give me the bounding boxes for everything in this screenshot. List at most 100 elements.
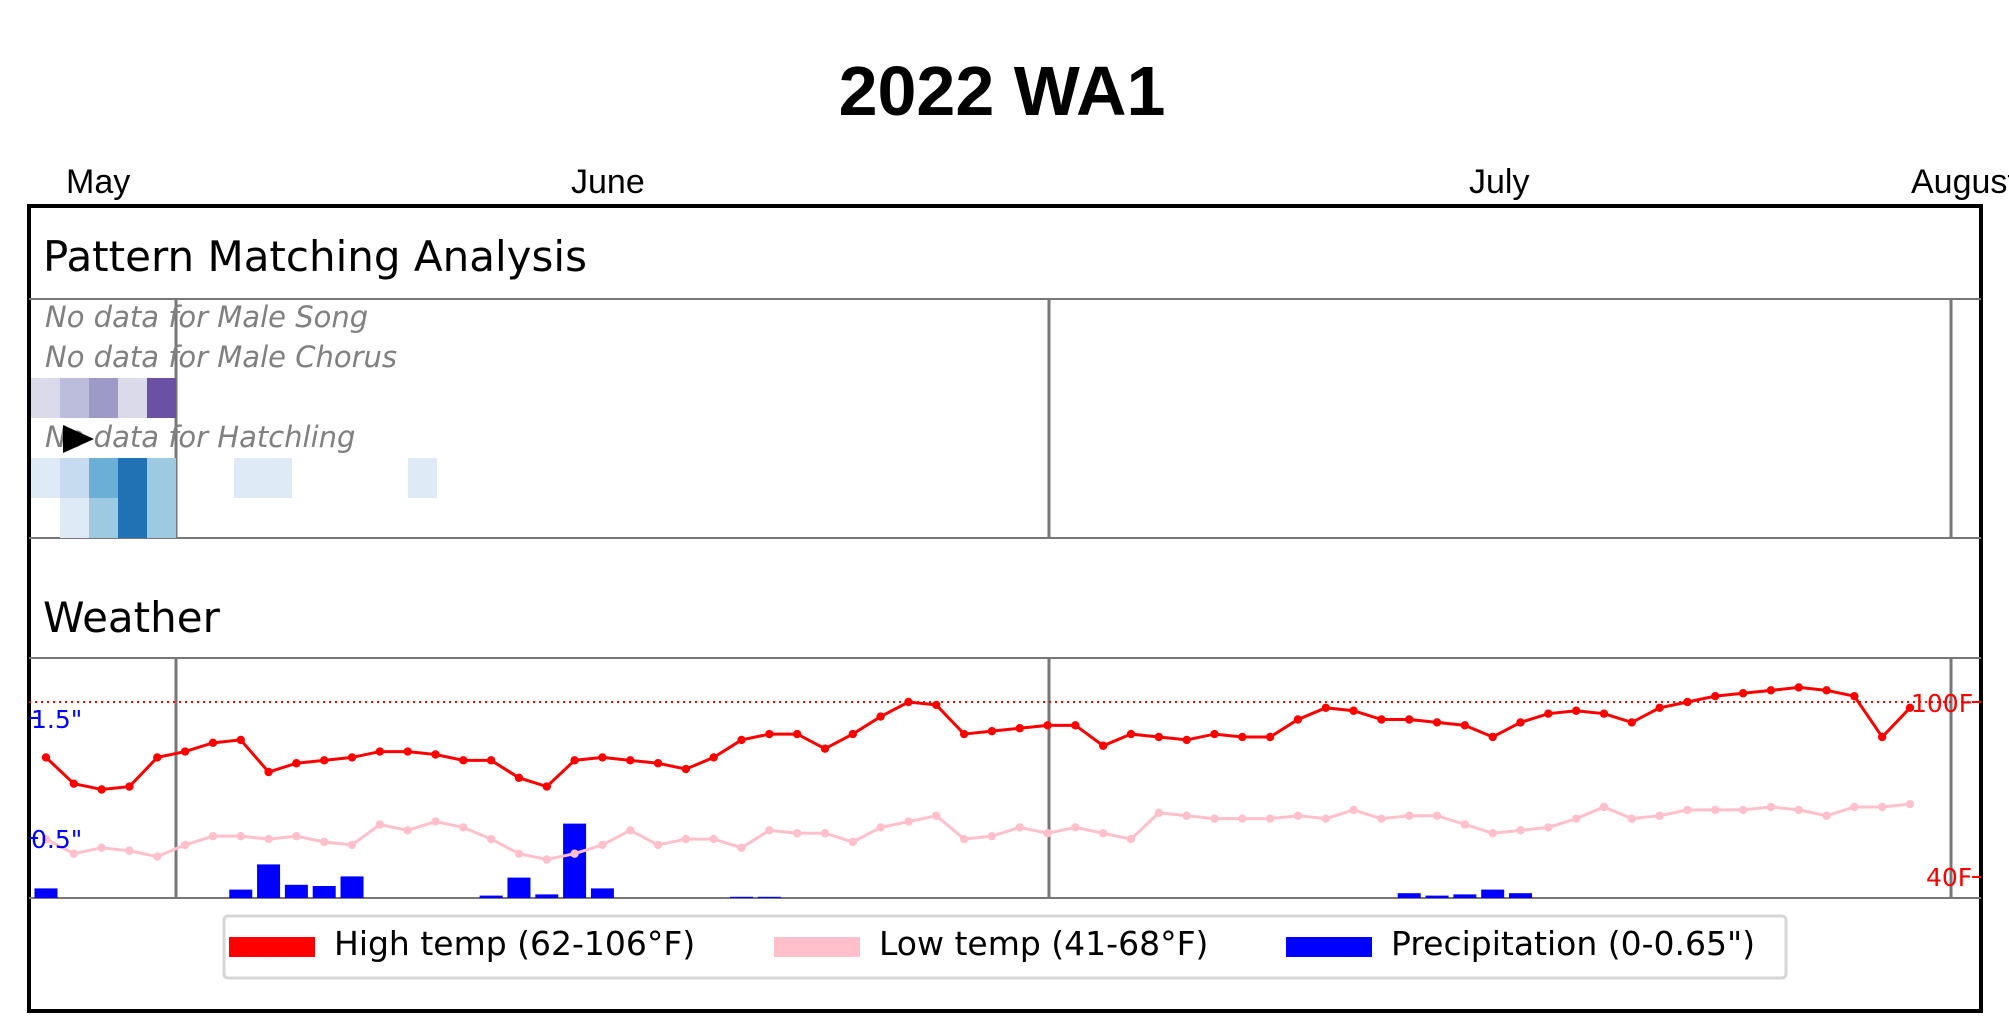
heatmap-purple-cell-4: [118, 378, 147, 418]
low-temp-41-68-f--point-19: [542, 855, 551, 864]
high-temp-62-106-f--point-32: [904, 697, 913, 707]
high-temp-62-106-f--point-5: [153, 753, 162, 762]
low-temp-41-68-f--point-6: [180, 840, 190, 850]
high-temp-62-106-f--point-26: [737, 735, 746, 745]
high-temp-62-106-f--point-46: [1293, 715, 1303, 724]
temp-axis-label-40f: 40F: [1926, 863, 1972, 892]
low-temp-41-68-f--point-23: [653, 840, 663, 850]
no-data-male-song: No data for Male Song: [45, 300, 368, 334]
precip-bar-27: [757, 896, 781, 898]
low-temp-41-68-f--point-42: [1182, 811, 1191, 820]
high-temp-62-106-f--point-53: [1488, 732, 1497, 742]
low-temp-41-68-f--point-59: [1655, 811, 1664, 820]
month-label-june: June: [571, 163, 645, 201]
low-temp-41-68-f--point-41: [1154, 808, 1164, 818]
legend-label-low-temp: Low temp (41-68°F): [879, 924, 1208, 963]
high-temp-62-106-f--point-38: [1071, 721, 1080, 730]
heatmap-layer: [31, 378, 437, 538]
low-temp-41-68-f--point-58: [1627, 814, 1636, 823]
low-temp-41-68-f--point-21: [598, 840, 607, 850]
play-icon[interactable]: [63, 425, 94, 453]
high-temp-62-106-f--point-64: [1794, 683, 1803, 692]
high-temp-62-106-f--point-22: [626, 756, 635, 765]
heatmap-blue-row-2-cell-14: [408, 458, 437, 498]
heatmap-purple-cell-1: [31, 378, 60, 418]
heatmap-blue-row-2-cell-3: [89, 458, 118, 498]
high-temp-62-106-f--point-67: [1877, 732, 1887, 742]
low-temp-41-68-f--point-16: [459, 823, 468, 832]
low-temp-41-68-f--point-54: [1516, 826, 1525, 835]
low-temp-41-68-f--point-10: [292, 831, 301, 841]
low-temp-41-68-f--point-65: [1822, 811, 1831, 820]
high-temp-62-106-f--point-51: [1432, 718, 1442, 727]
pattern-section-heading: Pattern Matching Analysis: [43, 232, 587, 281]
high-temp-62-106-f--point-7: [208, 738, 218, 748]
precip-bar-11: [312, 886, 336, 898]
low-temp-41-68-f--point-67: [1877, 802, 1887, 812]
low-temp-41-68-f--point-55: [1544, 823, 1553, 832]
high-temp-62-106-f--point-60: [1683, 697, 1692, 707]
high-temp-62-106-f--point-62: [1738, 689, 1748, 698]
low-temp-41-68-f--point-18: [514, 849, 524, 858]
low-temp-41-68-f--point-4: [125, 846, 134, 855]
high-temp-62-106-f--point-39: [1098, 741, 1108, 750]
legend-label-high-temp: High temp (62-106°F): [334, 924, 695, 963]
high-temp-62-106-f--point-15: [431, 750, 440, 759]
low-temp-41-68-f--point-50: [1405, 811, 1414, 820]
high-temp-62-106-f--line: [44, 685, 1912, 792]
low-temp-41-68-f--point-53: [1488, 829, 1497, 838]
heatmap-blue-row-2-cell-8: [234, 458, 263, 498]
precip-bar-17: [479, 895, 503, 898]
low-temp-41-68-f--point-45: [1265, 814, 1275, 823]
low-temp-41-68-f--point-46: [1293, 811, 1303, 820]
low-temp-41-68-f--point-56: [1571, 814, 1581, 823]
low-temp-41-68-f--point-68: [1905, 799, 1915, 809]
high-temp-62-106-f--point-63: [1766, 686, 1776, 695]
legend-swatch-precipitation: [1286, 937, 1372, 957]
precip-bar-18: [507, 877, 531, 898]
high-temp-62-106-f--point-55: [1544, 709, 1553, 718]
high-temp-62-106-f--point-2: [69, 779, 79, 788]
low-temp-41-68-f--point-48: [1349, 805, 1358, 815]
heatmap-blue-row-2-cell-4: [118, 458, 147, 498]
month-label-july: July: [1469, 163, 1529, 201]
low-temp-41-68-f--point-37: [1043, 829, 1052, 838]
heatmap-blue-row-2-cell-1: [31, 458, 60, 498]
high-temp-62-106-f--point-36: [1015, 724, 1024, 733]
heatmap-blue-row-2-cell-5: [147, 458, 176, 498]
low-temp-41-68-f--point-64: [1794, 805, 1803, 815]
weather-layer: [34, 683, 1915, 898]
high-temp-62-106-f--point-66: [1850, 691, 1859, 701]
weather-section-heading: Weather: [43, 593, 221, 642]
low-temp-41-68-f--point-25: [709, 834, 718, 844]
low-temp-41-68-f--point-39: [1098, 829, 1108, 838]
low-temp-41-68-f--point-40: [1126, 834, 1136, 844]
precip-bar-54: [1509, 893, 1533, 898]
high-temp-62-106-f--point-17: [486, 756, 496, 765]
high-temp-62-106-f--point-24: [681, 764, 691, 774]
high-temp-62-106-f--point-4: [125, 782, 134, 791]
no-data-male-chorus: No data for Male Chorus: [45, 340, 397, 374]
low-temp-41-68-f--point-31: [876, 823, 885, 832]
precip-bar-50: [1397, 893, 1421, 898]
high-temp-62-106-f--point-44: [1238, 732, 1247, 742]
high-temp-62-106-f--point-54: [1516, 718, 1525, 727]
high-temp-62-106-f--point-19: [542, 782, 551, 791]
low-temp-41-68-f--point-9: [264, 834, 273, 844]
month-label-august: August: [1911, 163, 2009, 201]
low-temp-41-68-f--point-63: [1766, 802, 1776, 812]
low-temp-41-68-f--point-20: [570, 849, 579, 858]
high-temp-62-106-f--point-14: [403, 747, 412, 756]
precip-bar-9: [257, 864, 281, 898]
precip-axis-label-high: 1.5": [31, 705, 82, 734]
heatmap-blue-row-3-cell-4: [118, 498, 147, 538]
temp-axis-label-100f: 100F: [1911, 689, 1973, 718]
low-temp-41-68-f--point-44: [1238, 814, 1247, 823]
low-temp-41-68-f--point-57: [1599, 802, 1609, 812]
low-temp-41-68-f--point-29: [820, 829, 830, 838]
high-temp-62-106-f--point-52: [1460, 721, 1470, 730]
heatmap-blue-row-2-cell-9: [263, 458, 292, 498]
low-temp-41-68-f--point-11: [320, 837, 329, 847]
high-temp-62-106-f--point-23: [653, 759, 663, 768]
